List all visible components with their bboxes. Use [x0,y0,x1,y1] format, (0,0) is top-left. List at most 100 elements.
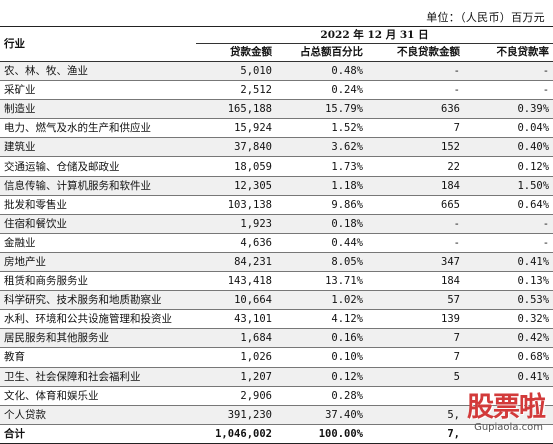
table-row: 制造业 165,188 15.79% 636 0.39% [0,99,553,120]
table-row: 金融业 4,636 0.44% - - [0,233,553,253]
percent-cell: 0.16% [276,328,367,349]
npl-amount-cell: - [367,233,464,253]
loan-amount-cell: 12,305 [196,176,276,196]
loan-amount-cell: 143,418 [196,271,276,292]
table-row: 文化、体育和娱乐业 2,906 0.28% [0,386,553,406]
npl-amount-cell: 636 [367,99,464,120]
npl-rate-cell: - [464,233,553,253]
npl-amount-cell: 347 [367,252,464,273]
npl-rate-cell: 0.53% [464,290,553,311]
npl-rate-cell: 0.41% [464,252,553,273]
percent-cell: 9.86% [276,195,367,215]
npl-amount-cell: - [367,61,464,82]
total-npl-amount-cell: 7, [367,424,464,444]
table-row: 建筑业 37,840 3.62% 152 0.40% [0,137,553,158]
npl-amount-cell: 7 [367,328,464,349]
npl-rate-cell: 0.68% [464,347,553,368]
npl-amount-cell: 152 [367,137,464,158]
npl-amount-cell: - [367,80,464,101]
table-row: 信息传输、计算机服务和软件业 12,305 1.18% 184 1.50% [0,176,553,196]
industry-cell: 房地产业 [0,252,196,273]
npl-rate-cell: 0.39% [464,99,553,120]
loan-amount-cell: 5,010 [196,61,276,82]
npl-rate-cell: 0.42% [464,328,553,349]
loan-amount-cell: 1,923 [196,214,276,234]
loan-amount-cell: 103,138 [196,195,276,215]
loan-amount-cell: 84,231 [196,252,276,273]
npl-amount-cell: 22 [367,156,464,177]
npl-rate-cell: 0.32% [464,309,553,330]
percent-of-total-header: 占总额百分比 [276,43,367,62]
npl-rate-cell: 0.64% [464,195,553,215]
industry-cell: 电力、燃气及水的生产和供应业 [0,118,196,139]
npl-amount-cell [367,386,464,406]
npl-rate-cell: - [464,80,553,101]
npl-amount-cell: 665 [367,195,464,215]
percent-cell: 37.40% [276,405,367,425]
percent-cell: 1.18% [276,176,367,196]
loan-amount-cell: 391,230 [196,405,276,425]
table-row: 教育 1,026 0.10% 7 0.68% [0,347,553,368]
total-industry-cell: 合计 [0,424,196,444]
percent-cell: 1.73% [276,156,367,177]
unit-label: 单位：（人民币）百万元 [426,11,545,24]
percent-cell: 0.10% [276,347,367,368]
table-row: 房地产业 84,231 8.05% 347 0.41% [0,252,553,273]
industry-cell: 卫生、社会保障和社会福利业 [0,367,196,387]
table-header: 行业 2022 年 12 月 31 日 贷款金额 占总额百分比 不良贷款金额 不… [0,26,553,62]
npl-rate-cell: 1.50% [464,176,553,196]
percent-cell: 0.48% [276,61,367,82]
percent-cell: 3.62% [276,137,367,158]
date-header: 2022 年 12 月 31 日 [196,26,553,44]
loan-amount-cell: 1,026 [196,347,276,368]
loan-amount-cell: 4,636 [196,233,276,253]
industry-cell: 科学研究、技术服务和地质勘察业 [0,290,196,311]
table-row: 水利、环境和公共设施管理和投资业 43,101 4.12% 139 0.32% [0,309,553,330]
industry-loan-table: 行业 2022 年 12 月 31 日 贷款金额 占总额百分比 不良贷款金额 不… [0,26,553,444]
npl-amount-cell: 57 [367,290,464,311]
percent-cell: 0.44% [276,233,367,253]
industry-cell: 金融业 [0,233,196,253]
industry-cell: 文化、体育和娱乐业 [0,386,196,406]
percent-cell: 4.12% [276,309,367,330]
table-body: 农、林、牧、渔业 5,010 0.48% - - 采矿业 2,512 0.24% - - 制造业 16… [0,61,553,444]
npl-amount-cell: 184 [367,271,464,292]
npl-rate-cell: 0.04% [464,118,553,139]
percent-cell: 1.02% [276,290,367,311]
npl-amount-cell: 7 [367,118,464,139]
industry-cell: 制造业 [0,99,196,120]
industry-cell: 建筑业 [0,137,196,158]
table-row: 卫生、社会保障和社会福利业 1,207 0.12% 5 0.41% [0,367,553,387]
npl-rate-header: 不良贷款率 [464,43,553,62]
npl-rate-cell: 0.41% [464,367,553,387]
loan-amount-cell: 18,059 [196,156,276,177]
loan-amount-cell: 1,207 [196,367,276,387]
industry-cell: 农、林、牧、渔业 [0,61,196,82]
npl-rate-cell [464,386,553,406]
percent-cell: 8.05% [276,252,367,273]
npl-amount-cell: 5 [367,367,464,387]
table-row: 电力、燃气及水的生产和供应业 15,924 1.52% 7 0.04% [0,118,553,139]
loan-amount-cell: 10,664 [196,290,276,311]
loan-amount-cell: 2,906 [196,386,276,406]
industry-cell: 水利、环境和公共设施管理和投资业 [0,309,196,330]
loan-amount-cell: 1,684 [196,328,276,349]
industry-cell: 教育 [0,347,196,368]
percent-cell: 0.28% [276,386,367,406]
percent-cell: 0.18% [276,214,367,234]
industry-cell: 信息传输、计算机服务和软件业 [0,176,196,196]
npl-amount-cell: 7 [367,347,464,368]
industry-header: 行业 [0,26,196,62]
table-row: 租赁和商务服务业 143,418 13.71% 184 0.13% [0,271,553,292]
industry-cell: 租赁和商务服务业 [0,271,196,292]
total-loan-amount-cell: 1,046,002 [196,424,276,444]
industry-cell: 住宿和餐饮业 [0,214,196,234]
loan-amount-cell: 15,924 [196,118,276,139]
table-row: 农、林、牧、渔业 5,010 0.48% - - [0,61,553,82]
industry-cell: 个人贷款 [0,405,196,425]
loan-amount-cell: 2,512 [196,80,276,101]
total-npl-rate-cell [464,424,553,444]
total-row: 合计 1,046,002 100.00% 7, [0,424,553,444]
npl-rate-cell: 0.40% [464,137,553,158]
table-row: 交通运输、仓储及邮政业 18,059 1.73% 22 0.12% [0,156,553,177]
